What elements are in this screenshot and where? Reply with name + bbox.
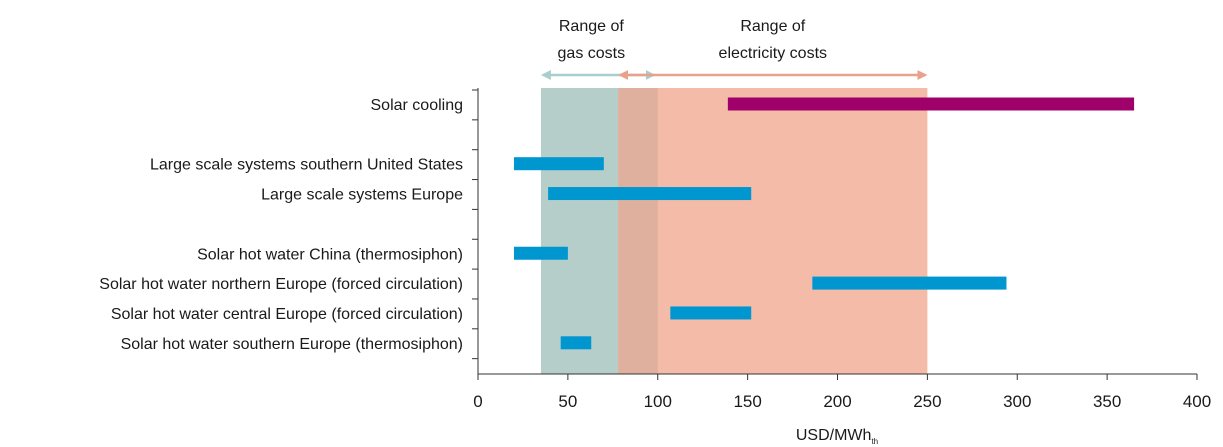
x-tick-label: 350 xyxy=(1093,392,1121,411)
electricity-range-label-line2: electricity costs xyxy=(719,45,827,62)
bar-4 xyxy=(513,246,568,260)
category-label: Solar hot water central Europe (forced c… xyxy=(111,306,463,323)
bar-6 xyxy=(670,306,752,320)
x-tick-label: 300 xyxy=(1003,392,1031,411)
x-tick-label: 150 xyxy=(733,392,761,411)
gas-range-label-line1: Range of xyxy=(559,18,624,35)
x-tick-label: 250 xyxy=(913,392,941,411)
x-tick-label: 100 xyxy=(644,392,672,411)
x-tick-label: 50 xyxy=(558,392,577,411)
axes xyxy=(472,88,1198,380)
x-tick-label: 200 xyxy=(823,392,851,411)
x-tick-label: 0 xyxy=(473,392,482,411)
category-label: Large scale systems southern United Stat… xyxy=(150,157,463,174)
x-tick-label: 400 xyxy=(1183,392,1211,411)
bar-1 xyxy=(727,97,1135,111)
category-label: Solar cooling xyxy=(371,97,464,114)
bar-3 xyxy=(548,187,752,201)
electricity-range-label-line1: Range of xyxy=(740,18,805,35)
category-label: Large scale systems Europe xyxy=(261,187,463,204)
electricity-cost-band xyxy=(618,88,928,374)
bar-7 xyxy=(560,336,592,350)
cost-bars xyxy=(513,97,1135,350)
category-label: Solar hot water southern Europe (thermos… xyxy=(121,336,463,353)
category-label: Solar hot water northern Europe (forced … xyxy=(99,276,463,293)
category-label: Solar hot water China (thermosiphon) xyxy=(197,246,463,263)
gas-range-label-line2: gas costs xyxy=(558,45,626,62)
x-axis-label: USD/MWhth xyxy=(796,427,878,446)
bar-2 xyxy=(513,157,604,171)
band-overlap xyxy=(618,88,658,374)
bar-5 xyxy=(812,276,1007,290)
cost-range-bands xyxy=(540,70,928,374)
labels: Range of gas costs Range of electricity cos… xyxy=(99,18,1211,446)
